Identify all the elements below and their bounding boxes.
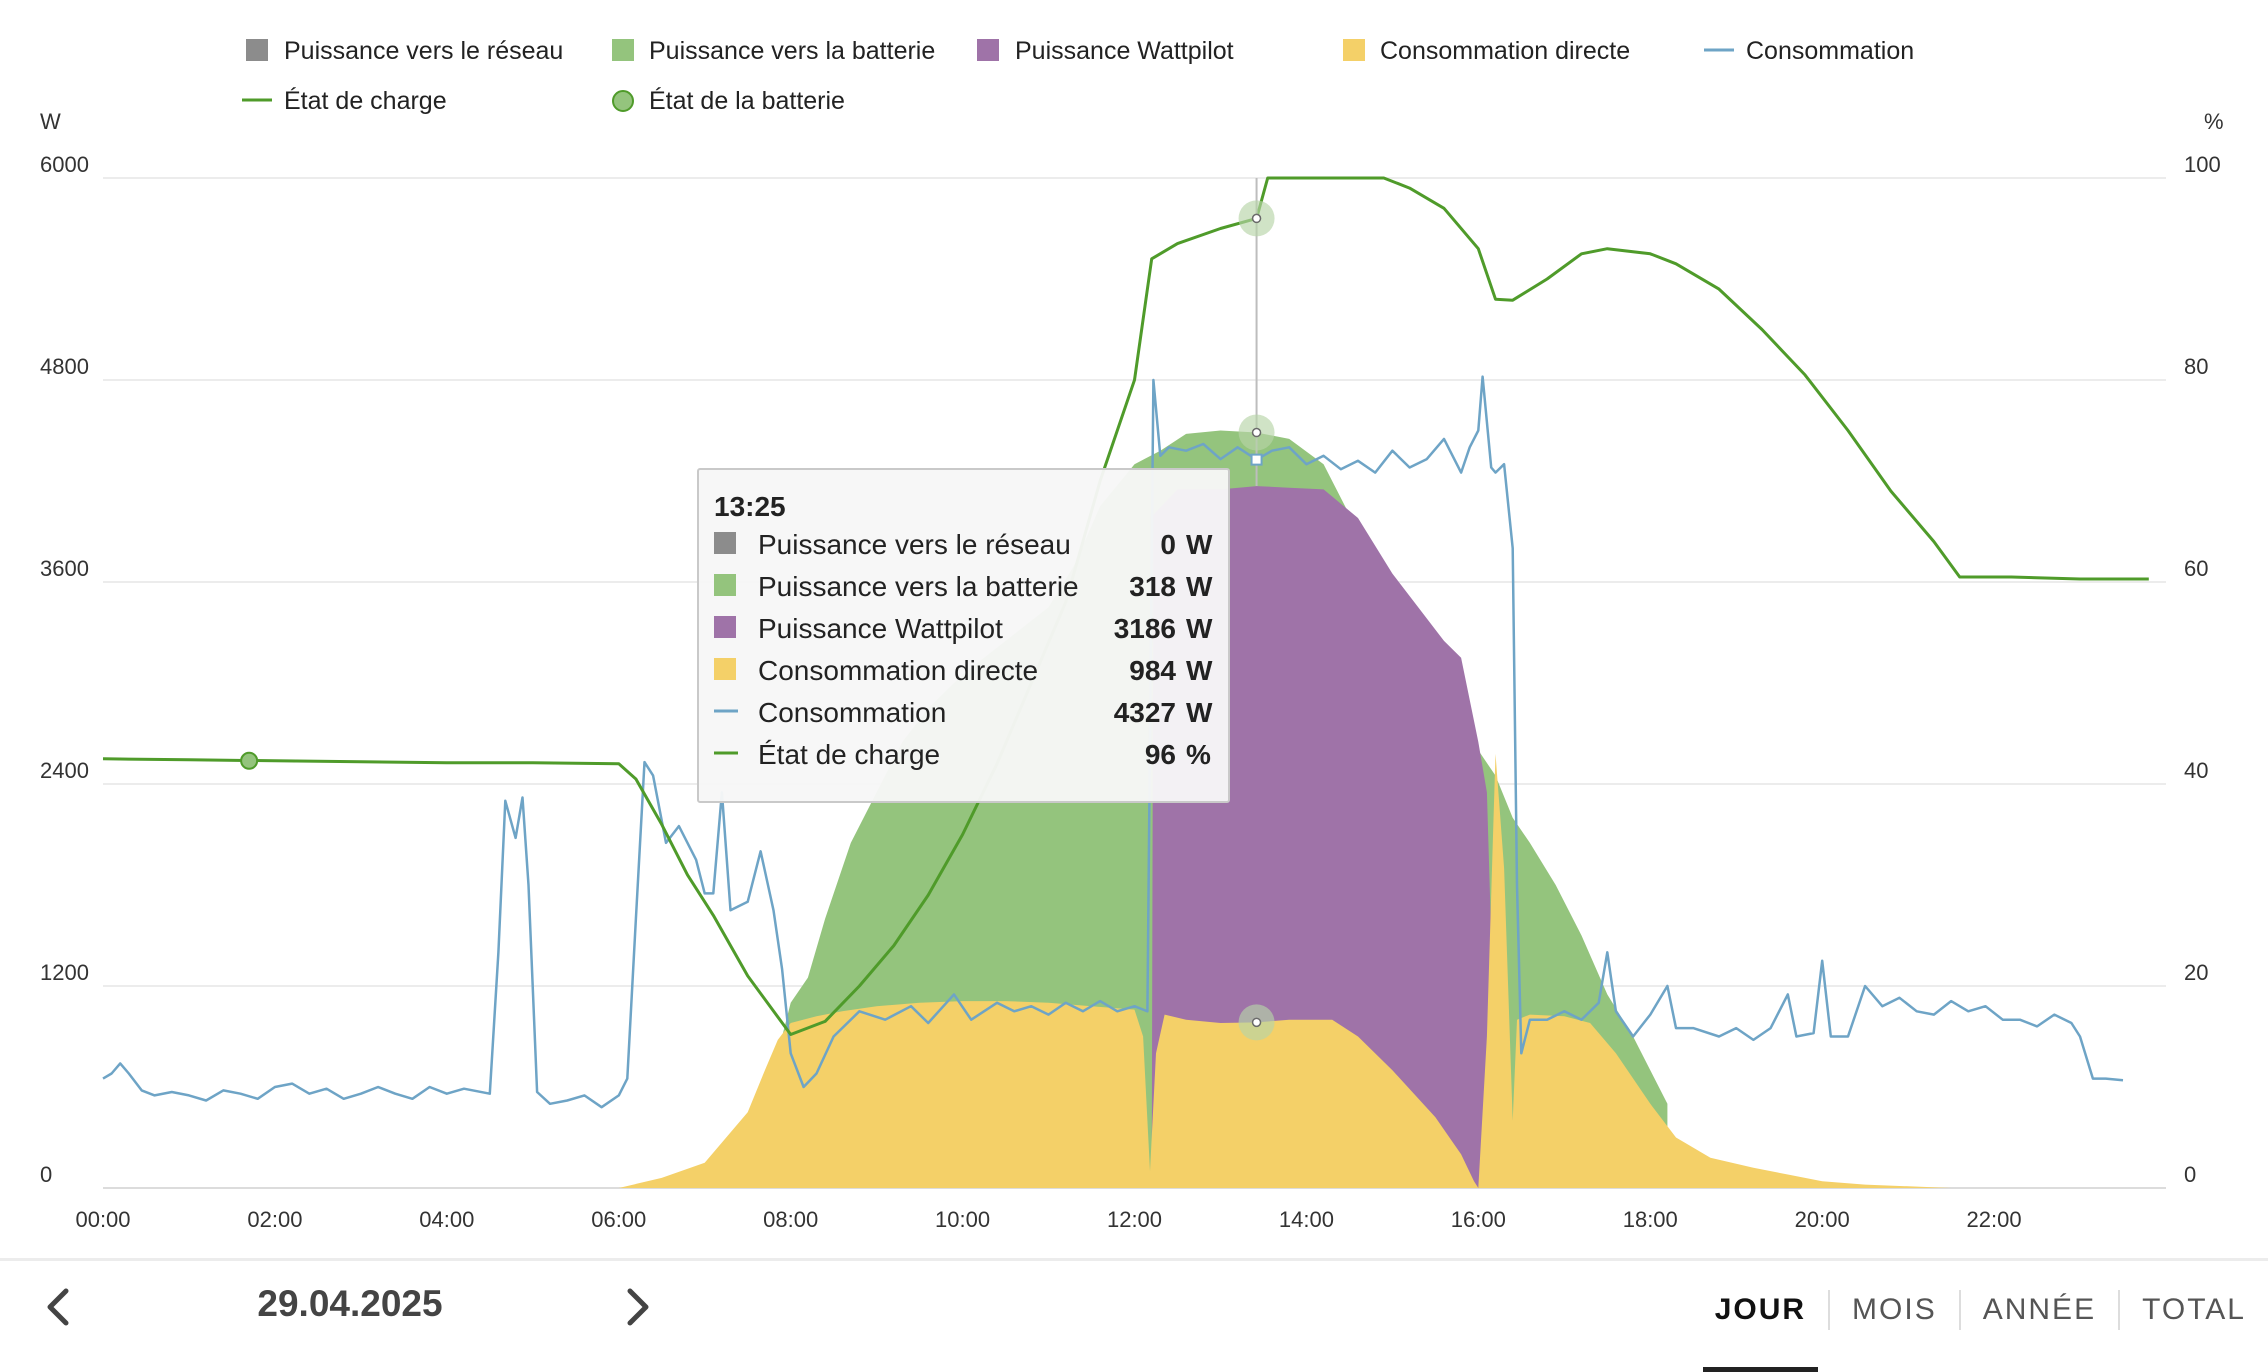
right-axis-unit: % <box>2204 109 2224 134</box>
legend-label-battery-power: Puissance vers la batterie <box>649 37 935 65</box>
tooltip: 13:25 Puissance vers le réseau 0 WPuissanc… <box>697 468 1230 803</box>
legend-label-soc: État de charge <box>284 86 447 115</box>
period-tabs: JOUR MOIS ANNÉE TOTAL <box>1693 1261 2268 1372</box>
x-axis-tick-label: 22:00 <box>1967 1207 2022 1232</box>
left-axis-tick-label: 2400 <box>40 758 89 783</box>
tooltip-row-unit: W <box>1186 697 1213 728</box>
right-axis-tick-label: 100 <box>2184 152 2221 177</box>
tooltip-swatch <box>714 658 736 680</box>
x-axis-tick-label: 12:00 <box>1107 1207 1162 1232</box>
x-axis-tick-label: 08:00 <box>763 1207 818 1232</box>
tooltip-row-label: État de charge <box>758 739 940 770</box>
x-axis-tick-label: 02:00 <box>247 1207 302 1232</box>
tooltip-row-unit: % <box>1186 739 1211 770</box>
x-axis-ticks: 00:00 02:00 04:00 06:00 08:00 10:00 12:00 14:00… <box>75 1207 2021 1232</box>
left-axis-tick-label: 6000 <box>40 152 89 177</box>
left-axis-tick-label: 4800 <box>40 354 89 379</box>
left-axis-unit: W <box>40 109 61 134</box>
right-axis-ticks: 0 20 40 60 80 100 <box>2184 152 2221 1187</box>
area-series <box>618 430 1952 1189</box>
legend-item-direct[interactable]: Consommation directe <box>1343 37 1630 65</box>
legend-label-battery-state: État de la batterie <box>649 86 845 115</box>
right-axis-tick-label: 80 <box>2184 354 2208 379</box>
tooltip-row-unit: W <box>1186 571 1213 602</box>
tooltip-swatch <box>714 574 736 596</box>
hover-point-soc <box>1251 213 1262 224</box>
tooltip-row-unit: W <box>1186 529 1213 560</box>
tooltip-time: 13:25 <box>714 491 786 522</box>
chevron-right-icon <box>627 1288 649 1326</box>
tooltip-row-value: 96 <box>1145 739 1176 770</box>
x-axis-tick-label: 00:00 <box>75 1207 130 1232</box>
legend-item-soc[interactable]: État de charge <box>242 86 447 115</box>
legend: Puissance vers le réseau Puissance vers … <box>242 37 1914 115</box>
tooltip-row-label: Puissance vers le réseau <box>758 529 1071 560</box>
line-etat-de-charge <box>102 176 2149 1036</box>
tab-year[interactable]: ANNÉE <box>1958 1290 2118 1330</box>
legend-swatch-battery-state <box>612 90 634 112</box>
energy-chart: Puissance vers le réseau Puissance vers … <box>40 37 2224 1232</box>
tooltip-row-value: 3186 <box>1114 613 1176 644</box>
left-axis-tick-label: 1200 <box>40 960 89 985</box>
x-axis-tick-label: 14:00 <box>1279 1207 1334 1232</box>
x-axis-tick-label: 10:00 <box>935 1207 990 1232</box>
right-axis-tick-label: 60 <box>2184 556 2208 581</box>
line-series <box>102 176 2149 1109</box>
tooltip-row-unit: W <box>1186 655 1213 686</box>
legend-label-direct: Consommation directe <box>1380 37 1630 65</box>
hover-point-consumption <box>1250 453 1263 466</box>
legend-label-consumption: Consommation <box>1746 37 1914 65</box>
footer-bar: 29.04.2025 JOUR MOIS ANNÉE TOTAL <box>0 1258 2268 1372</box>
tooltip-row-label: Consommation directe <box>758 655 1038 686</box>
tooltip-swatch <box>714 532 736 554</box>
right-axis-tick-label: 0 <box>2184 1162 2196 1187</box>
tab-total[interactable]: TOTAL <box>2118 1290 2268 1330</box>
battery-state-marker <box>240 751 259 770</box>
x-axis-tick-label: 18:00 <box>1623 1207 1678 1232</box>
x-axis-tick-label: 06:00 <box>591 1207 646 1232</box>
legend-label-grid: Puissance vers le réseau <box>284 37 563 65</box>
tab-month[interactable]: MOIS <box>1828 1290 1959 1330</box>
tooltip-box <box>697 468 1230 803</box>
tab-day[interactable]: JOUR <box>1693 1290 1828 1372</box>
right-axis-tick-label: 40 <box>2184 758 2208 783</box>
selected-date[interactable]: 29.04.2025 <box>257 1283 443 1324</box>
x-axis-tick-label: 16:00 <box>1451 1207 1506 1232</box>
chevron-left-icon <box>47 1288 69 1326</box>
x-axis-tick-label: 20:00 <box>1795 1207 1850 1232</box>
tooltip-swatch <box>714 616 736 638</box>
legend-item-battery-power[interactable]: Puissance vers la batterie <box>612 37 935 65</box>
tooltip-row-label: Consommation <box>758 697 946 728</box>
legend-item-wattpilot[interactable]: Puissance Wattpilot <box>977 37 1234 65</box>
legend-swatch-wattpilot <box>977 39 999 61</box>
x-axis-tick-label: 04:00 <box>419 1207 474 1232</box>
tooltip-row-label: Puissance vers la batterie <box>758 571 1079 602</box>
legend-swatch-grid <box>246 39 268 61</box>
line-consommation <box>102 375 2124 1109</box>
right-axis-tick-label: 20 <box>2184 960 2208 985</box>
tooltip-row-value: 4327 <box>1114 697 1176 728</box>
area-puissance-wattpilot <box>1151 486 1496 1189</box>
legend-label-wattpilot: Puissance Wattpilot <box>1015 37 1234 65</box>
legend-swatch-direct <box>1343 39 1365 61</box>
previous-day-button[interactable] <box>36 1281 84 1333</box>
left-axis-ticks: 0 1200 2400 3600 4800 6000 <box>40 152 89 1187</box>
hover-point-battery <box>1251 427 1262 438</box>
tooltip-row-value: 984 <box>1129 655 1176 686</box>
tooltip-row-unit: W <box>1186 613 1213 644</box>
hover-markers <box>1238 178 1275 1041</box>
left-axis-tick-label: 3600 <box>40 556 89 581</box>
hover-point-direct <box>1251 1017 1262 1028</box>
legend-item-grid[interactable]: Puissance vers le réseau <box>246 37 563 65</box>
next-day-button[interactable] <box>612 1281 660 1333</box>
tooltip-row-label: Puissance Wattpilot <box>758 613 1003 644</box>
tooltip-row-value: 0 <box>1160 529 1176 560</box>
legend-item-consumption[interactable]: Consommation <box>1704 37 1914 65</box>
legend-item-battery-state[interactable]: État de la batterie <box>612 86 845 115</box>
area-consommation-directe <box>618 753 1952 1188</box>
legend-swatch-battery-power <box>612 39 634 61</box>
left-axis-tick-label: 0 <box>40 1162 52 1187</box>
tooltip-row-value: 318 <box>1129 571 1176 602</box>
